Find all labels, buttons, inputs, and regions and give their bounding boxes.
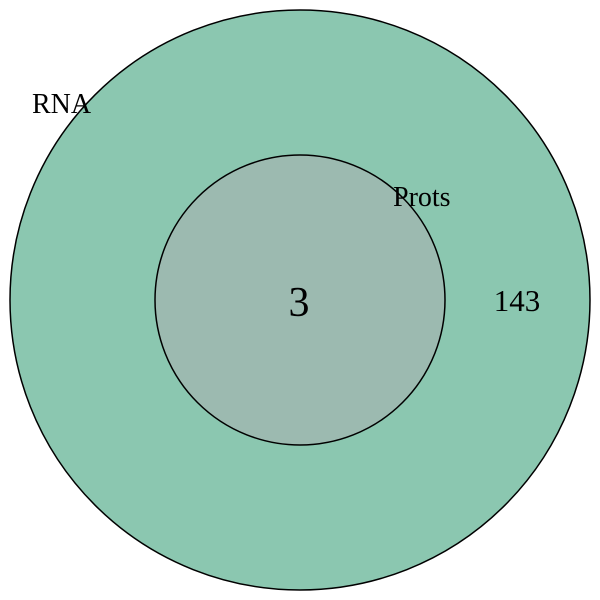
overlap-count: 3 bbox=[289, 280, 310, 326]
rna-only-count: 143 bbox=[494, 283, 541, 318]
prots-set-label: Prots bbox=[393, 182, 451, 213]
prots-set-circle bbox=[154, 154, 446, 446]
rna-set-label: RNA bbox=[32, 89, 92, 120]
